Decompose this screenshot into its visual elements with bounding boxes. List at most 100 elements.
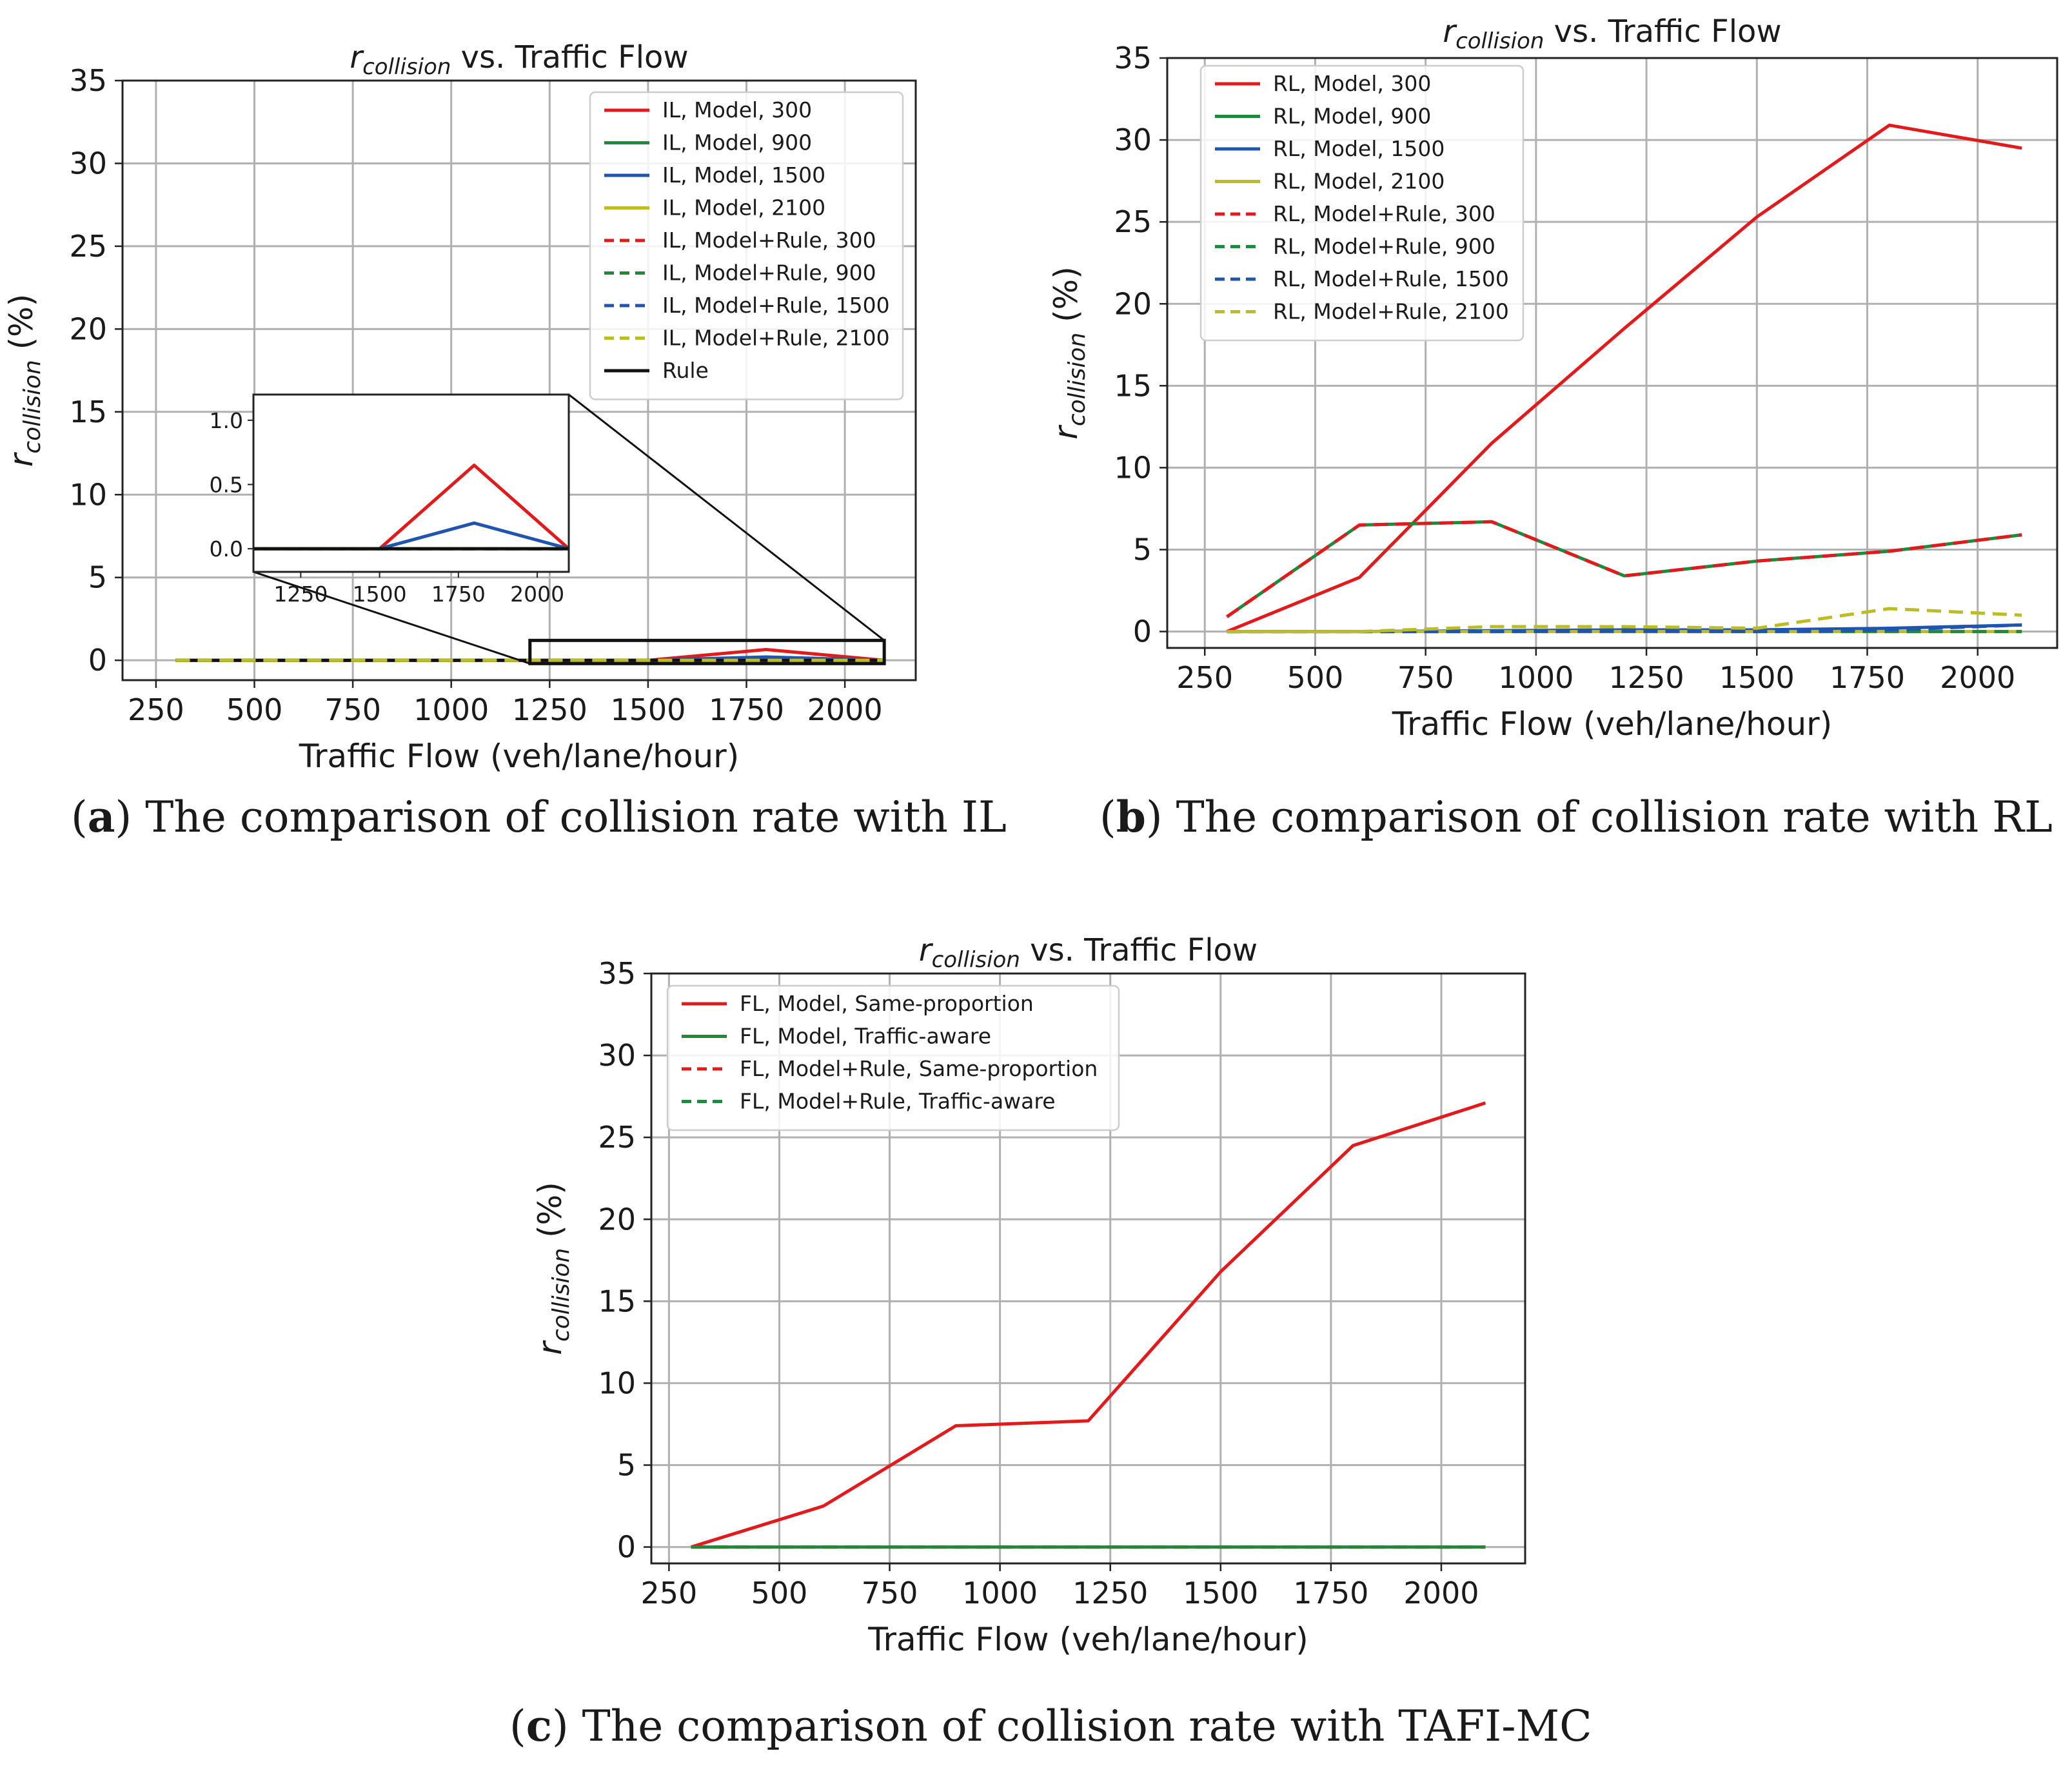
x-tick-label: 2000: [807, 692, 883, 727]
ylabel-subscript: collision: [1064, 333, 1090, 426]
inset-y-tick-label: 0.0: [210, 536, 243, 562]
inset: 1250 1500 1750 2000 0.0 0.5 1.0: [210, 393, 570, 607]
ylabel-symbol: r: [1047, 424, 1085, 440]
series-group: [1226, 123, 2022, 634]
x-tick-label: 750: [324, 692, 381, 727]
caption-c-text: The comparison of collision rate with TA…: [582, 1701, 1592, 1751]
x-tick-label: 500: [1287, 660, 1344, 695]
ylabel-subscript: collision: [548, 1248, 575, 1342]
inset-x-tick-label: 2000: [510, 582, 564, 607]
x-tick-label: 750: [1397, 660, 1454, 695]
caption-b-tag: b: [1116, 792, 1146, 842]
inset-frame: [252, 393, 570, 573]
legend-label-2: FL, Model, Traffic-aware: [740, 1024, 991, 1049]
y-tick-label: 10: [1114, 450, 1152, 485]
caption-a-text: The comparison of collision rate with IL: [145, 792, 1007, 842]
inset-x-tick-label: 1500: [353, 582, 407, 607]
caption-c: (c) The comparison of collision rate wit…: [509, 1701, 1592, 1751]
y-tick-label: 5: [1133, 533, 1152, 567]
y-axis-label: rcollision (%): [3, 294, 46, 467]
x-tick-label: 1250: [1609, 660, 1684, 695]
legend-label-4: RL, Model, 2100: [1273, 169, 1445, 194]
legend-label-1: FL, Model, Same-proportion: [740, 991, 1034, 1016]
x-tick-label: 750: [862, 1576, 918, 1610]
chart-title: rcollision vs. Traffic Flow: [919, 932, 1258, 973]
chart-b: 250 500 750 1000 1250 1500 1750 2000 0 5 10 15 20 25 3…: [1047, 14, 2058, 743]
ylabel-symbol: r: [531, 1340, 569, 1355]
legend-label-7: RL, Model+Rule, 1500: [1273, 266, 1509, 291]
ylabel-subscript: collision: [19, 360, 46, 453]
series-line-1: [690, 1101, 1486, 1549]
y-tick-label: 20: [1114, 286, 1152, 321]
legend-label-4: IL, Model, 2100: [662, 195, 825, 220]
legend-label-4: FL, Model+Rule, Traffic-aware: [740, 1089, 1056, 1114]
x-tick-label: 500: [751, 1576, 808, 1610]
title-symbol: r: [1443, 14, 1457, 50]
title-symbol: r: [350, 39, 364, 75]
axes-frame: [121, 79, 917, 681]
y-axis-label: rcollision (%): [1047, 266, 1090, 439]
inset-x-tick-label: 1750: [431, 582, 486, 607]
inset-y-tick-label: 0.5: [210, 472, 243, 497]
legend: IL, Model, 300 IL, Model, 900 IL, Model, 1…: [589, 91, 904, 400]
inset-x-tick-label: 1250: [273, 582, 328, 607]
y-tick-label: 0: [88, 643, 107, 678]
y-tick-label: 0: [617, 1530, 636, 1565]
y-tick-label: 30: [69, 146, 107, 181]
series-line-1: [1226, 123, 2022, 633]
x-tick-label: 1000: [413, 692, 489, 727]
x-tick-label: 1500: [1183, 1576, 1258, 1610]
chart-title: rcollision vs. Traffic Flow: [350, 39, 688, 80]
axes-frame: [650, 972, 1526, 1565]
inset-y-tick-label: 1.0: [210, 408, 243, 433]
y-tick-label: 35: [1114, 41, 1152, 75]
zoom-region-box: [528, 638, 886, 665]
legend-label-5: RL, Model+Rule, 300: [1273, 201, 1495, 226]
legend: FL, Model, Same-proportion FL, Model, Tra…: [666, 984, 1120, 1131]
y-tick-label: 0: [1133, 614, 1152, 649]
axes-frame: [1166, 57, 2058, 649]
caption-b: (b) The comparison of collision rate wit…: [1100, 792, 2053, 842]
x-tick-label: 1250: [1072, 1576, 1148, 1610]
legend: RL, Model, 300 RL, Model, 900 RL, Model, 1…: [1199, 64, 1524, 342]
x-tick-label: 2000: [1403, 1576, 1479, 1610]
x-tick-label: 1000: [1498, 660, 1574, 695]
title-subscript: collision: [932, 947, 1020, 973]
x-tick-label: 1250: [512, 692, 587, 727]
x-tick-label: 2000: [1940, 660, 2015, 695]
x-tick-label: 250: [640, 1576, 697, 1610]
legend-label-3: FL, Model+Rule, Same-proportion: [740, 1056, 1098, 1081]
x-tick-label: 1500: [610, 692, 686, 727]
legend-label-3: IL, Model, 1500: [662, 162, 825, 188]
legend-label-7: IL, Model+Rule, 1500: [662, 293, 890, 318]
y-tick-label: 5: [88, 560, 107, 595]
caption-b-text: The comparison of collision rate with RL: [1176, 792, 2053, 842]
x-axis-label: Traffic Flow (veh/lane/hour): [1392, 705, 1832, 743]
y-tick-label: 25: [598, 1120, 636, 1155]
title-rest: vs. Traffic Flow: [1020, 932, 1258, 968]
caption-c-tag: c: [526, 1701, 552, 1751]
y-tick-label: 20: [598, 1202, 636, 1237]
legend-label-6: RL, Model+Rule, 900: [1273, 234, 1495, 259]
x-axis-label: Traffic Flow (veh/lane/hour): [299, 738, 739, 775]
caption-a: (a) The comparison of collision rate wit…: [71, 792, 1007, 842]
chart-title: rcollision vs. Traffic Flow: [1443, 14, 1781, 54]
y-tick-label: 15: [1114, 368, 1152, 403]
legend-label-1: IL, Model, 300: [662, 97, 812, 122]
ylabel-symbol: r: [3, 451, 40, 467]
x-tick-label: 1750: [1830, 660, 1905, 695]
x-tick-label: 500: [226, 692, 283, 727]
legend-label-2: RL, Model, 900: [1273, 104, 1431, 129]
y-tick-label: 35: [598, 956, 636, 991]
y-tick-label: 5: [617, 1448, 636, 1483]
ylabel-rest: (%): [3, 294, 40, 360]
title-rest: vs. Traffic Flow: [1544, 14, 1781, 50]
ylabel-rest: (%): [1047, 266, 1085, 332]
title-subscript: collision: [362, 54, 451, 80]
zoom-connector-top: [568, 393, 885, 641]
y-tick-label: 15: [598, 1284, 636, 1318]
series-line-5: [1226, 520, 2022, 618]
y-tick-label: 10: [598, 1365, 636, 1400]
title-rest: vs. Traffic Flow: [451, 39, 688, 75]
